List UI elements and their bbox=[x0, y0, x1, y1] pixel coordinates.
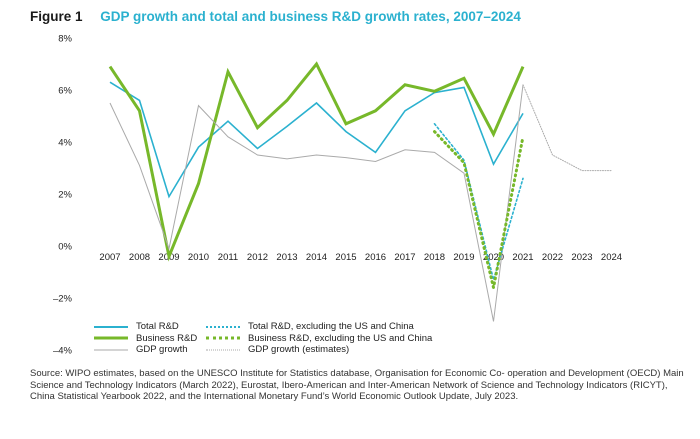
y-tick-label: 6% bbox=[58, 86, 72, 97]
x-axis: 2007 2008 2009 2010 2011 2012 2013 2014 2015 2016… bbox=[99, 252, 622, 263]
legend-swatch-gdp-growth bbox=[94, 346, 128, 354]
y-tick-label: 8% bbox=[58, 34, 72, 45]
x-tick-label: 2022 bbox=[542, 252, 563, 263]
x-tick-label: 2016 bbox=[365, 252, 386, 263]
legend-swatch-gdp-estimates bbox=[206, 346, 240, 354]
legend-column-left: Total R&D Business R&D GDP growth bbox=[94, 321, 197, 356]
legend-swatch-business-rd bbox=[94, 334, 128, 342]
legend-label: Business R&D, excluding the US and China bbox=[248, 332, 433, 344]
x-tick-label: 2015 bbox=[335, 252, 356, 263]
series-line-business-r-d bbox=[108, 61, 525, 262]
series-line-business-r-d-excluding-the-us-and-china bbox=[433, 130, 525, 288]
figure-label: Figure 1 bbox=[30, 9, 83, 24]
legend-item-business-rd-ex: Business R&D, excluding the US and China bbox=[206, 333, 432, 345]
x-tick-label: 2007 bbox=[99, 252, 120, 263]
x-tick-label: 2010 bbox=[188, 252, 209, 263]
legend-label: GDP growth bbox=[136, 344, 188, 355]
legend-label: Total R&D bbox=[136, 321, 179, 332]
legend-label: GDP growth (estimates) bbox=[248, 344, 350, 355]
x-tick-label: 2014 bbox=[306, 252, 327, 263]
series-line-total-r-d-excluding-the-us-and-china bbox=[433, 123, 524, 283]
legend-label: Total R&D, excluding the US and China bbox=[248, 321, 414, 332]
legend-item-business-rd: Business R&D bbox=[94, 333, 197, 345]
legend-label: Business R&D bbox=[136, 332, 198, 344]
x-tick-label: 2017 bbox=[394, 252, 415, 263]
series-line-gdp-growth bbox=[109, 84, 524, 322]
x-tick-label: 2013 bbox=[276, 252, 297, 263]
y-tick-label: 4% bbox=[58, 138, 72, 149]
x-tick-label: 2020 bbox=[483, 252, 504, 263]
y-tick-label: –2% bbox=[53, 294, 73, 305]
x-tick-label: 2011 bbox=[218, 252, 238, 263]
line-chart: 8%6%4%2%0%–2%–4% 2007 2008 2009 2010 2011 201… bbox=[53, 34, 622, 357]
legend-item-gdp-growth: GDP growth bbox=[94, 344, 197, 356]
legend-swatch-total-rd bbox=[94, 323, 128, 331]
y-tick-label: 0% bbox=[58, 242, 72, 253]
legend-item-total-rd: Total R&D bbox=[94, 321, 197, 333]
x-tick-label: 2008 bbox=[129, 252, 150, 263]
x-tick-label: 2023 bbox=[571, 252, 592, 263]
series-line-gdp-growth-estimates bbox=[522, 84, 612, 172]
legend-swatch-total-rd-ex bbox=[206, 323, 240, 331]
legend-swatch-business-rd-ex bbox=[206, 334, 240, 342]
y-axis: 8% 6% 4% 2% 0% –2% –4% bbox=[53, 34, 73, 357]
x-tick-label: 2024 bbox=[601, 252, 622, 263]
x-tick-label: 2012 bbox=[247, 252, 268, 263]
y-tick-label: 2% bbox=[58, 190, 72, 201]
series-layer bbox=[108, 61, 612, 322]
legend-item-gdp-estimates: GDP growth (estimates) bbox=[206, 344, 432, 356]
figure-header: Figure 1 GDP growth and total and busine… bbox=[30, 9, 521, 24]
source-note: Source: WIPO estimates, based on the UNE… bbox=[30, 368, 684, 403]
y-tick-label: –4% bbox=[53, 346, 73, 357]
legend-column-right: Total R&D, excluding the US and China Bu… bbox=[206, 321, 432, 356]
series-line-total-r-d bbox=[109, 81, 524, 199]
legend-item-total-rd-ex: Total R&D, excluding the US and China bbox=[206, 321, 432, 333]
chart-title: GDP growth and total and business R&D gr… bbox=[100, 9, 521, 24]
x-tick-label: 2021 bbox=[512, 252, 533, 263]
x-tick-label: 2018 bbox=[424, 252, 445, 263]
x-tick-label: 2019 bbox=[453, 252, 474, 263]
